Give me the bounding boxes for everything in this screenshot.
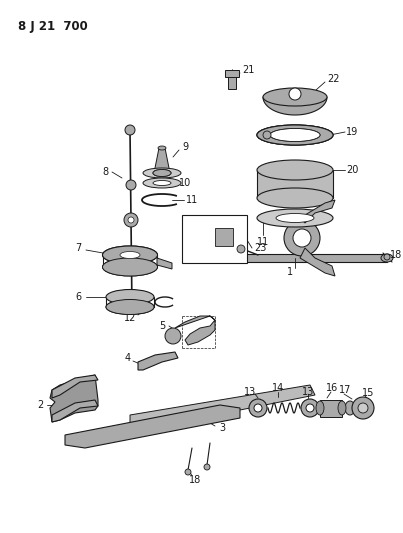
Ellipse shape <box>106 300 154 314</box>
Circle shape <box>204 464 210 470</box>
Ellipse shape <box>214 254 226 262</box>
Circle shape <box>128 217 134 223</box>
Ellipse shape <box>102 246 158 264</box>
Ellipse shape <box>120 252 140 259</box>
Text: 18: 18 <box>189 475 201 485</box>
Text: 21: 21 <box>242 65 254 75</box>
Ellipse shape <box>249 399 267 417</box>
Ellipse shape <box>102 258 158 276</box>
Bar <box>182 215 247 263</box>
Ellipse shape <box>254 404 262 412</box>
Ellipse shape <box>276 214 314 222</box>
Polygon shape <box>263 97 327 115</box>
Bar <box>320 400 342 417</box>
Ellipse shape <box>257 188 333 208</box>
Polygon shape <box>154 148 170 173</box>
Ellipse shape <box>358 403 368 413</box>
Ellipse shape <box>153 181 171 185</box>
Text: 22: 22 <box>327 74 339 84</box>
Ellipse shape <box>270 128 320 141</box>
Text: 18: 18 <box>390 250 402 260</box>
Circle shape <box>293 229 311 247</box>
Text: 16: 16 <box>326 383 338 393</box>
Ellipse shape <box>306 404 314 412</box>
Text: 13: 13 <box>244 387 256 397</box>
Polygon shape <box>220 254 387 262</box>
Polygon shape <box>157 258 172 269</box>
Ellipse shape <box>257 125 333 145</box>
Text: 10: 10 <box>179 178 191 188</box>
Polygon shape <box>257 170 333 198</box>
Polygon shape <box>300 248 335 276</box>
Text: 13: 13 <box>302 387 314 397</box>
Ellipse shape <box>257 125 333 145</box>
Text: 9: 9 <box>182 142 188 152</box>
Bar <box>225 70 239 77</box>
Ellipse shape <box>381 254 393 262</box>
Circle shape <box>124 213 138 227</box>
Ellipse shape <box>143 168 181 178</box>
Circle shape <box>185 469 191 475</box>
Ellipse shape <box>345 401 355 415</box>
Ellipse shape <box>263 88 327 106</box>
Ellipse shape <box>153 169 171 176</box>
Circle shape <box>263 131 271 139</box>
Circle shape <box>125 125 135 135</box>
Polygon shape <box>65 405 240 448</box>
Ellipse shape <box>257 209 333 227</box>
Polygon shape <box>130 385 315 430</box>
Circle shape <box>284 220 320 256</box>
Text: 2: 2 <box>37 400 43 410</box>
Ellipse shape <box>102 246 158 264</box>
Ellipse shape <box>257 160 333 180</box>
Polygon shape <box>300 200 335 223</box>
Polygon shape <box>50 375 98 422</box>
Text: 6: 6 <box>75 292 81 302</box>
Circle shape <box>237 245 245 253</box>
Text: 17: 17 <box>339 385 351 395</box>
Ellipse shape <box>143 178 181 188</box>
Polygon shape <box>138 352 178 370</box>
Bar <box>215 228 233 246</box>
Polygon shape <box>52 375 98 398</box>
Text: 8 J 21  700: 8 J 21 700 <box>18 20 88 33</box>
Text: 11: 11 <box>186 195 198 205</box>
Text: 20: 20 <box>346 165 358 175</box>
Text: 11: 11 <box>257 237 269 247</box>
Text: 3: 3 <box>219 423 225 433</box>
Ellipse shape <box>270 128 320 141</box>
Text: 14: 14 <box>272 383 284 393</box>
Ellipse shape <box>158 146 166 150</box>
Text: 12: 12 <box>124 313 136 323</box>
Polygon shape <box>175 316 215 345</box>
Ellipse shape <box>338 401 346 415</box>
Ellipse shape <box>106 289 154 304</box>
Ellipse shape <box>106 300 154 314</box>
Ellipse shape <box>316 401 324 415</box>
Ellipse shape <box>102 258 158 276</box>
Text: 1: 1 <box>287 267 293 277</box>
Circle shape <box>384 254 390 260</box>
Text: 4: 4 <box>125 353 131 363</box>
Ellipse shape <box>153 169 171 176</box>
Text: 5: 5 <box>159 321 165 331</box>
Text: 15: 15 <box>362 388 374 398</box>
Circle shape <box>126 180 136 190</box>
Text: 7: 7 <box>75 243 81 253</box>
Circle shape <box>289 88 301 100</box>
Ellipse shape <box>301 399 319 417</box>
Bar <box>228 75 236 89</box>
Text: 8: 8 <box>102 167 108 177</box>
Ellipse shape <box>352 397 374 419</box>
Ellipse shape <box>257 125 333 145</box>
Text: 19: 19 <box>346 127 358 137</box>
Text: 23: 23 <box>254 243 266 253</box>
Polygon shape <box>52 400 98 422</box>
Circle shape <box>165 328 181 344</box>
